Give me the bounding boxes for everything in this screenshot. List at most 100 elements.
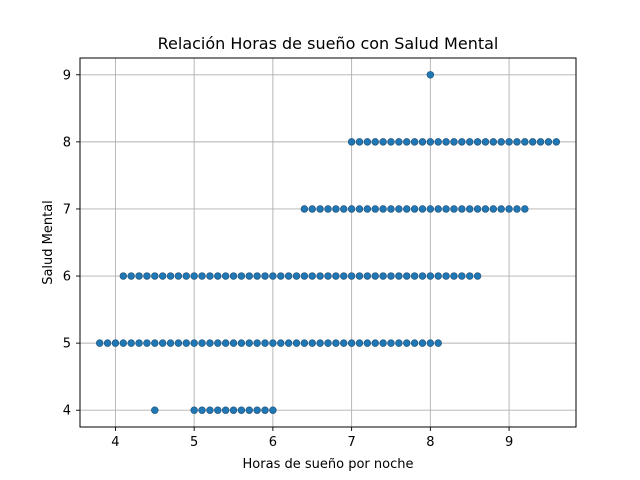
- data-point: [190, 339, 198, 347]
- data-point: [166, 272, 175, 280]
- data-point: [190, 406, 198, 414]
- data-point: [536, 138, 545, 146]
- data-point: [426, 71, 435, 79]
- data-point: [143, 339, 151, 347]
- data-point: [237, 272, 246, 280]
- data-point: [418, 272, 427, 280]
- data-point: [481, 138, 490, 146]
- data-point: [442, 272, 450, 280]
- data-point: [229, 272, 238, 280]
- data-point: [221, 339, 230, 347]
- data-point: [316, 272, 324, 280]
- x-tick-label: 4: [111, 435, 119, 450]
- data-point: [332, 339, 340, 347]
- data-point: [206, 339, 214, 347]
- data-point: [379, 138, 387, 146]
- data-point: [489, 205, 498, 213]
- data-point: [316, 339, 324, 347]
- data-point: [458, 205, 466, 213]
- data-point: [442, 205, 450, 213]
- data-point: [300, 272, 309, 280]
- data-point: [269, 272, 277, 280]
- x-tick-label: 5: [190, 435, 198, 450]
- x-tick-label: 7: [347, 435, 355, 450]
- data-point: [466, 138, 474, 146]
- data-point: [151, 272, 159, 280]
- data-point: [379, 339, 387, 347]
- data-point: [418, 339, 427, 347]
- data-point: [284, 339, 293, 347]
- data-point: [505, 205, 513, 213]
- data-point: [261, 272, 269, 280]
- data-point: [473, 138, 482, 146]
- data-point: [473, 205, 482, 213]
- x-tick-label: 9: [505, 435, 513, 450]
- data-point: [363, 339, 372, 347]
- data-point: [434, 138, 442, 146]
- data-point: [347, 339, 356, 347]
- data-point: [206, 406, 214, 414]
- data-point: [316, 205, 324, 213]
- data-point: [505, 138, 513, 146]
- data-point: [269, 406, 277, 414]
- data-point: [214, 339, 222, 347]
- data-point: [403, 339, 411, 347]
- data-point: [119, 272, 128, 280]
- data-point: [198, 339, 206, 347]
- data-point: [426, 138, 435, 146]
- data-point: [450, 205, 458, 213]
- data-point: [221, 272, 230, 280]
- data-point: [355, 205, 364, 213]
- data-point: [95, 339, 104, 347]
- data-point: [395, 205, 403, 213]
- data-point: [308, 272, 316, 280]
- data-point: [206, 272, 214, 280]
- data-point: [347, 272, 356, 280]
- data-point: [292, 339, 301, 347]
- data-point: [253, 272, 261, 280]
- data-point: [221, 406, 230, 414]
- data-point: [245, 272, 253, 280]
- data-point: [403, 205, 411, 213]
- data-point: [158, 339, 167, 347]
- data-point: [237, 406, 246, 414]
- data-point: [119, 339, 128, 347]
- data-point: [458, 272, 466, 280]
- plot-frame: [79, 57, 577, 428]
- data-point: [143, 272, 151, 280]
- data-point: [552, 138, 561, 146]
- data-point: [340, 205, 348, 213]
- data-point: [229, 339, 238, 347]
- data-point: [489, 138, 498, 146]
- data-point: [410, 205, 419, 213]
- data-point: [466, 272, 474, 280]
- data-point: [253, 339, 261, 347]
- data-point: [450, 272, 458, 280]
- data-point: [151, 406, 159, 414]
- data-point: [450, 138, 458, 146]
- data-point: [300, 339, 309, 347]
- data-point: [269, 339, 277, 347]
- data-point: [497, 138, 505, 146]
- y-tick-label: 6: [63, 270, 71, 285]
- data-point: [166, 339, 175, 347]
- axis-ticks: 4 5 6 7 8 9 4 5 6 7 8 9: [63, 68, 514, 450]
- data-point: [544, 138, 553, 146]
- y-axis-label: Salud Mental: [41, 200, 56, 285]
- data-point: [214, 406, 222, 414]
- data-point: [513, 138, 521, 146]
- data-point: [347, 138, 356, 146]
- data-point: [261, 406, 269, 414]
- data-point: [127, 339, 135, 347]
- data-point: [395, 138, 403, 146]
- data-point: [198, 406, 206, 414]
- data-point: [340, 339, 348, 347]
- data-point: [363, 205, 372, 213]
- chart-title: Relación Horas de sueño con Salud Mental: [158, 34, 499, 53]
- data-point: [198, 272, 206, 280]
- data-point: [253, 406, 261, 414]
- data-point: [245, 339, 253, 347]
- data-point: [135, 339, 143, 347]
- x-tick-label: 6: [269, 435, 277, 450]
